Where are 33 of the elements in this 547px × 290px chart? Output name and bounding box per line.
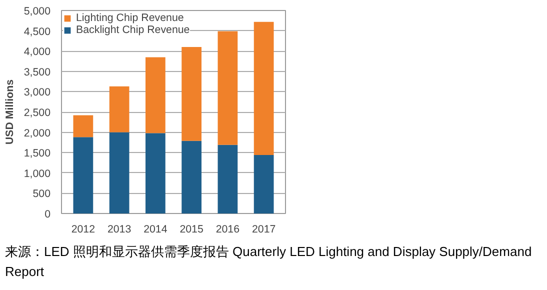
y-tick-label: 500 (32, 188, 51, 200)
y-tick-label: 2,500 (24, 107, 51, 119)
bar (182, 140, 202, 214)
bar (109, 132, 130, 214)
x-tick-label: 2017 (252, 224, 276, 236)
y-tick-label: 4,500 (24, 26, 51, 38)
bar (109, 86, 130, 132)
bar (146, 133, 166, 214)
y-tick-label: 5,000 (24, 6, 51, 18)
bar (254, 22, 274, 156)
legend-label: Backlight Chip Revenue (76, 24, 190, 36)
legend-label: Lighting Chip Revenue (76, 12, 184, 24)
bar (218, 31, 238, 145)
bar (146, 57, 166, 134)
y-tick-label: 2,000 (24, 127, 51, 140)
y-tick-label: 4,000 (24, 46, 51, 58)
y-tick-label: 1,500 (24, 148, 51, 160)
bar (182, 47, 202, 141)
x-tick-label: 2013 (107, 224, 132, 236)
y-tick-label: 0 (44, 208, 51, 220)
y-axis-title: USD Millions (4, 79, 16, 145)
source-note: 来源：LED 照明和显示器供需季度报告 Quarterly LED Lighting and Display Supply/Demand Report (5, 243, 533, 281)
x-tick-label: 2014 (144, 224, 168, 236)
bar (254, 155, 274, 214)
bar (218, 144, 238, 214)
x-tick-label: 2015 (180, 224, 204, 236)
x-tick-label: 2016 (216, 224, 240, 236)
bar (73, 115, 94, 138)
y-tick-label: 3,000 (24, 86, 51, 99)
y-tick-label: 1,000 (24, 168, 51, 180)
x-tick-label: 2012 (71, 224, 96, 236)
bar (73, 137, 94, 214)
y-tick-label: 3,500 (24, 66, 51, 78)
